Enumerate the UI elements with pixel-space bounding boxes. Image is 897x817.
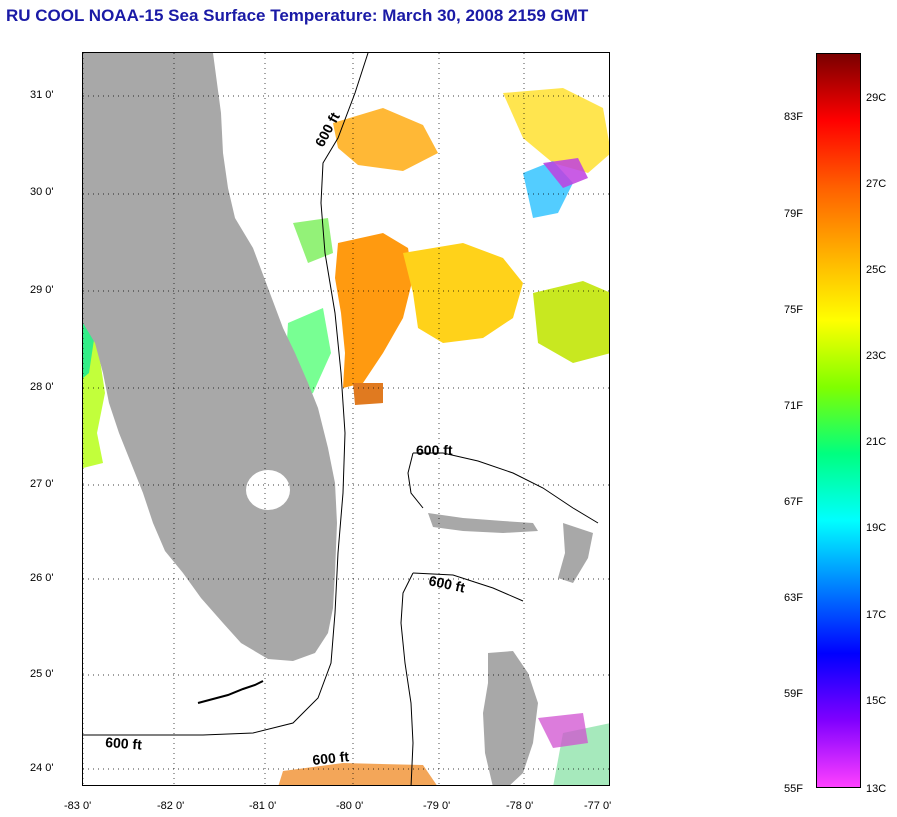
temperature-colorbar bbox=[816, 53, 861, 788]
sst-patch-east-green bbox=[533, 281, 609, 363]
contour-andros bbox=[400, 572, 414, 785]
grid-lines bbox=[83, 53, 609, 785]
sst-patch-cape-orange bbox=[353, 383, 383, 405]
sst-patch-south-orange bbox=[278, 763, 437, 785]
lat-label-25: 25 0' bbox=[30, 668, 54, 680]
contour-west bbox=[83, 53, 369, 736]
colorbar-c-25: 25C bbox=[866, 264, 887, 276]
sst-data-layer bbox=[83, 88, 609, 785]
florida-keys bbox=[197, 680, 264, 704]
sst-patch-north-orange bbox=[333, 108, 438, 171]
colorbar-f-55: 55F bbox=[784, 783, 803, 795]
lat-label-31: 31 0' bbox=[30, 89, 54, 101]
colorbar-f-67: 67F bbox=[784, 496, 803, 508]
colorbar-f-63: 63F bbox=[784, 592, 803, 604]
colorbar-c-23: 23C bbox=[866, 350, 887, 362]
lon-label-82: -82 0' bbox=[157, 800, 185, 812]
colorbar-c-27: 27C bbox=[866, 178, 887, 190]
lon-label-77: -77 0' bbox=[584, 800, 612, 812]
sst-patch-mid-green bbox=[293, 218, 333, 263]
depth-contours bbox=[83, 53, 599, 785]
contour-label-south: 600 ft bbox=[312, 748, 350, 768]
lat-label-27: 27 0' bbox=[30, 478, 54, 490]
colorbar-f-71: 71F bbox=[784, 400, 803, 412]
sst-patch-east-magenta bbox=[543, 158, 588, 188]
colorbar-c-17: 17C bbox=[866, 609, 887, 621]
colorbar-c-15: 15C bbox=[866, 695, 887, 707]
colorbar-f-83: 83F bbox=[784, 111, 803, 123]
contour-bahama-north bbox=[413, 452, 599, 524]
colorbar-f-75: 75F bbox=[784, 304, 803, 316]
lon-label-80: -80 0' bbox=[336, 800, 364, 812]
lat-label-24: 24 0' bbox=[30, 762, 54, 774]
sst-patch-central-orange bbox=[335, 233, 413, 388]
sst-patch-central-yellow bbox=[403, 243, 523, 343]
lat-label-29: 29 0' bbox=[30, 284, 54, 296]
contour-bahama-south bbox=[407, 452, 424, 509]
lat-label-28: 28 0' bbox=[30, 381, 54, 393]
lon-label-81: -81 0' bbox=[249, 800, 277, 812]
abaco-island bbox=[558, 523, 593, 583]
lat-label-30: 30 0' bbox=[30, 186, 54, 198]
lake-okeechobee bbox=[246, 470, 290, 510]
andros-island bbox=[483, 651, 538, 785]
contour-andros-top bbox=[412, 572, 524, 602]
colorbar-c-21: 21C bbox=[866, 436, 887, 448]
sst-patch-south-magenta bbox=[538, 713, 588, 748]
colorbar-f-59: 59F bbox=[784, 688, 803, 700]
colorbar-c-19: 19C bbox=[866, 522, 887, 534]
lon-label-78: -78 0' bbox=[506, 800, 534, 812]
contour-label-keys: 600 ft bbox=[105, 734, 143, 753]
map-title: RU COOL NOAA-15 Sea Surface Temperature:… bbox=[6, 6, 589, 25]
grand-bahama bbox=[428, 513, 538, 533]
sst-patch-northeast bbox=[503, 88, 609, 173]
map-svg: 600 ft 600 ft 600 ft 600 ft 600 ft bbox=[83, 53, 609, 785]
colorbar-f-79: 79F bbox=[784, 208, 803, 220]
lat-label-26: 26 0' bbox=[30, 572, 54, 584]
contour-label-andros: 600 ft bbox=[427, 572, 466, 595]
contour-label-bahama: 600 ft bbox=[416, 442, 453, 458]
colorbar-c-13: 13C bbox=[866, 783, 887, 795]
colorbar-c-29: 29C bbox=[866, 92, 887, 104]
lon-label-83: -83 0' bbox=[64, 800, 92, 812]
lon-label-79: -79 0' bbox=[423, 800, 451, 812]
sst-map: 600 ft 600 ft 600 ft 600 ft 600 ft bbox=[82, 52, 610, 786]
